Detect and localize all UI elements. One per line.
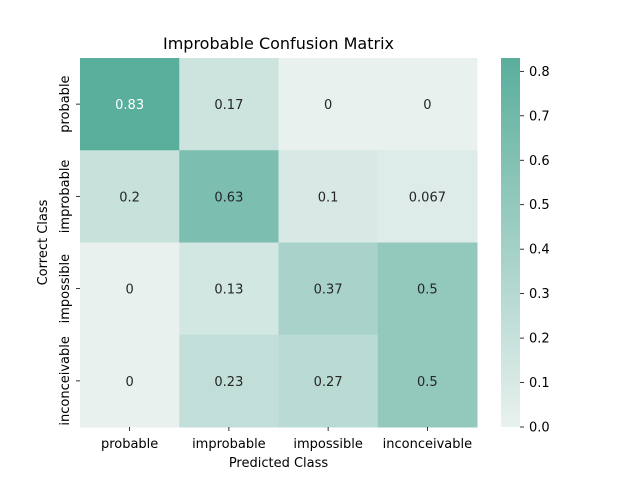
y-tick-label-0: probable bbox=[58, 75, 73, 132]
cell-value-r2-c2: 0.37 bbox=[314, 283, 343, 298]
heatmap-cell-r2-c2 bbox=[278, 242, 379, 336]
colorbar-tick-label-0: 0.0 bbox=[529, 421, 550, 436]
cell-value-r2-c0: 0 bbox=[125, 283, 133, 298]
cell-value-r3-c2: 0.27 bbox=[314, 375, 343, 390]
cell-value-r0-c2: 0 bbox=[324, 98, 332, 113]
x-axis: probable improbable impossible inconceivabl… bbox=[101, 427, 472, 452]
colorbar-tick-label-3: 0.3 bbox=[529, 287, 550, 302]
cell-value-r1-c2: 0.1 bbox=[318, 190, 339, 205]
colorbar-tick-label-1: 0.1 bbox=[529, 376, 550, 391]
colorbar-tick-label-2: 0.2 bbox=[529, 332, 550, 347]
heatmap-cell-r1-c0 bbox=[80, 150, 180, 243]
heatmap-cell-r1-c3 bbox=[377, 150, 478, 243]
cell-value-r2-c1: 0.13 bbox=[214, 283, 243, 298]
cell-value-r1-c0: 0.2 bbox=[119, 190, 140, 205]
cell-annotations: 0.83 0.17 0 0 0.2 0.63 0.1 0.067 0 0.13 0.37 0.5 0 0.… bbox=[115, 98, 446, 390]
heatmap-cell-r0-c3 bbox=[377, 58, 478, 151]
cell-value-r3-c3: 0.5 bbox=[417, 375, 438, 390]
cell-value-r2-c3: 0.5 bbox=[417, 283, 438, 298]
cell-value-r3-c0: 0 bbox=[125, 375, 133, 390]
y-tick-label-2: impossible bbox=[58, 254, 73, 324]
chart-title: Improbable Confusion Matrix bbox=[163, 34, 394, 53]
x-tick-label-0: probable bbox=[101, 437, 158, 452]
colorbar-tick-label-6: 0.6 bbox=[529, 154, 550, 169]
colorbar-tick-label-8: 0.8 bbox=[529, 65, 550, 80]
heatmap-cell-r1-c2 bbox=[278, 150, 379, 243]
colorbar: 0.0 0.1 0.2 0.3 0.4 0.5 0.6 0.7 0.8 bbox=[501, 58, 550, 436]
heatmap-cell-r3-c0 bbox=[80, 334, 180, 428]
cell-value-r0-c0: 0.83 bbox=[115, 98, 144, 113]
y-tick-label-1: improbable bbox=[58, 160, 73, 234]
heatmap-cell-r0-c0 bbox=[80, 58, 180, 151]
colorbar-gradient bbox=[501, 58, 520, 427]
heatmap-cell-r3-c1 bbox=[179, 334, 279, 428]
heatmap-cell-r3-c2 bbox=[278, 334, 379, 428]
heatmap-cell-r2-c3 bbox=[377, 242, 478, 336]
heatmap-cell-r3-c3 bbox=[377, 334, 478, 428]
x-tick-label-2: impossible bbox=[293, 437, 363, 452]
x-tick-label-3: inconceivable bbox=[383, 437, 472, 452]
heatmap-cell-r0-c1 bbox=[179, 58, 279, 151]
y-axis-label: Correct Class bbox=[36, 199, 51, 285]
cell-value-r0-c1: 0.17 bbox=[214, 98, 243, 113]
heatmap-cell-r1-c1 bbox=[179, 150, 279, 243]
x-tick-label-1: improbable bbox=[192, 437, 266, 452]
colorbar-tick-label-7: 0.7 bbox=[529, 109, 550, 124]
cell-value-r1-c1: 0.63 bbox=[214, 190, 243, 205]
y-tick-label-3: inconceivable bbox=[58, 336, 73, 425]
heatmap-cell-r2-c1 bbox=[179, 242, 279, 336]
heatmap-cell-r0-c2 bbox=[278, 58, 379, 151]
cell-value-r1-c3: 0.067 bbox=[409, 190, 446, 205]
heatmap-cells bbox=[80, 58, 478, 428]
y-axis: probable improbable impossible inconceivabl… bbox=[58, 75, 80, 426]
cell-value-r0-c3: 0 bbox=[423, 98, 431, 113]
x-axis-label: Predicted Class bbox=[229, 456, 329, 471]
cell-value-r3-c1: 0.23 bbox=[214, 375, 243, 390]
colorbar-tick-label-5: 0.5 bbox=[529, 198, 550, 213]
heatmap-cell-r2-c0 bbox=[80, 242, 180, 336]
colorbar-tick-label-4: 0.4 bbox=[529, 243, 550, 258]
